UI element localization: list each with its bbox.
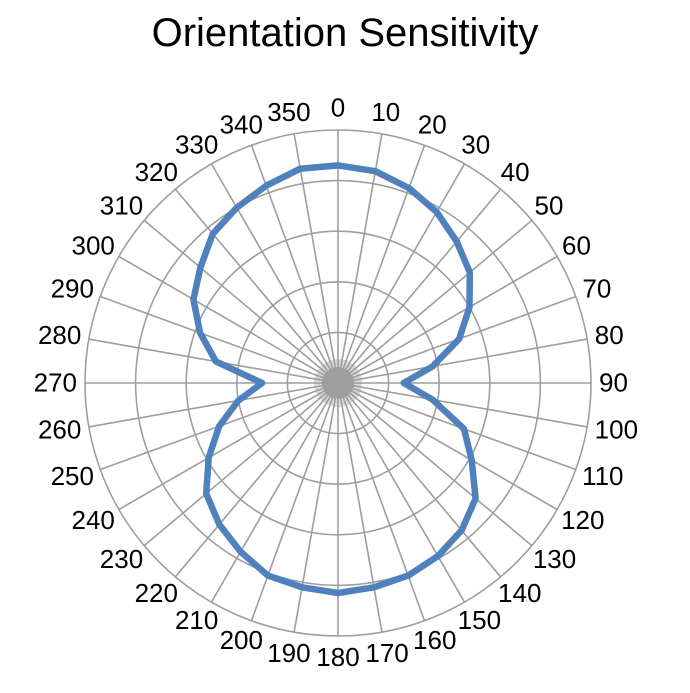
grid-spoke: [293, 133, 339, 384]
grid-spokes: [85, 130, 591, 636]
angle-label-140: 140: [498, 577, 542, 608]
angle-label-350: 350: [267, 96, 311, 127]
grid-spoke: [337, 163, 466, 384]
grid-spoke: [174, 382, 339, 578]
angle-label-130: 130: [532, 543, 577, 574]
angle-label-10: 10: [371, 96, 401, 127]
angle-label-70: 70: [582, 273, 612, 304]
angle-label-60: 60: [562, 230, 591, 261]
grid-spoke: [337, 382, 533, 547]
angle-label-20: 20: [417, 109, 447, 140]
grid-spoke: [337, 255, 558, 384]
angle-label-270: 270: [33, 367, 77, 398]
angle-label-290: 290: [50, 273, 94, 304]
angle-label-300: 300: [71, 230, 115, 261]
angle-label-90: 90: [599, 367, 628, 398]
angle-label-200: 200: [219, 625, 263, 656]
angle-label-230: 230: [99, 543, 144, 574]
grid-spoke: [88, 382, 339, 428]
angle-label-220: 220: [134, 577, 178, 608]
angle-label-170: 170: [365, 637, 409, 668]
angle-label-80: 80: [594, 319, 624, 350]
angle-label-120: 120: [561, 504, 605, 535]
grid-spoke: [337, 338, 588, 384]
angle-label-260: 260: [37, 415, 82, 446]
angle-label-340: 340: [219, 109, 263, 140]
angle-label-210: 210: [174, 605, 219, 636]
angle-label-40: 40: [500, 156, 530, 187]
angle-label-190: 190: [267, 637, 311, 668]
angle-label-0: 0: [330, 92, 346, 123]
grid-spoke: [100, 295, 339, 384]
angle-label-30: 30: [461, 129, 491, 160]
angle-label-50: 50: [534, 190, 564, 221]
grid-spoke: [118, 255, 339, 384]
angle-label-330: 330: [174, 129, 219, 160]
grid-spoke: [337, 382, 426, 621]
angle-label-320: 320: [134, 156, 178, 187]
grid-spoke: [210, 163, 339, 384]
grid-spoke: [250, 382, 339, 621]
angle-label-110: 110: [582, 461, 624, 492]
grid-spoke: [337, 382, 383, 633]
grid-spoke: [337, 382, 588, 428]
angle-label-100: 100: [594, 415, 639, 446]
chart-title: Orientation Sensitivity: [151, 11, 539, 55]
angle-label-310: 310: [99, 190, 144, 221]
angle-label-160: 160: [413, 625, 457, 656]
angle-label-240: 240: [71, 504, 115, 535]
angle-label-180: 180: [316, 642, 360, 672]
grid-spoke: [337, 382, 466, 603]
grid-center-hub: [322, 367, 354, 399]
grid-spoke: [337, 145, 426, 384]
grid-spoke: [293, 382, 339, 633]
grid-spoke: [337, 188, 502, 384]
grid-spoke: [210, 382, 339, 603]
angle-label-280: 280: [37, 319, 82, 350]
sensitivity-curve: [190, 162, 479, 597]
grid-spoke: [337, 133, 383, 384]
grid-spoke: [174, 188, 339, 384]
grid-spoke: [143, 219, 339, 384]
grid-spoke: [337, 219, 533, 384]
grid-spoke: [118, 382, 339, 511]
grid-spoke: [337, 382, 558, 511]
grid-spoke: [337, 382, 502, 578]
angle-label-150: 150: [457, 605, 502, 636]
grid-spoke: [143, 382, 339, 547]
angle-label-250: 250: [50, 461, 94, 492]
